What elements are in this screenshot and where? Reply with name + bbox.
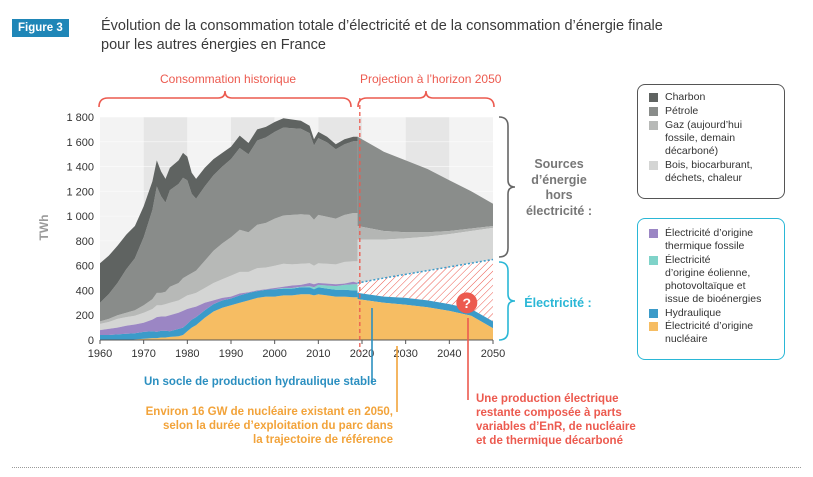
x-tick-label: 2030 [393,348,417,360]
axes: 0 200 400 600 800 1 000 1 200 1 400 1 600 1 800 19… [37,112,505,360]
brace-sources [498,116,516,258]
legend-label: Électricité d’origine nucléaire [665,320,754,345]
area-thermique [100,281,358,335]
proj-nucleaire [357,299,493,340]
legend-swatch [649,309,658,318]
y-tick-label: 200 [76,310,94,322]
brace-historical [98,90,352,108]
y-tick-label: 1 600 [66,137,94,149]
figure-badge: Figure 3 [12,19,69,37]
x-tick-label: 2010 [306,348,330,360]
x-tick-label: 2040 [437,348,461,360]
legend-swatch [649,322,658,331]
brace-electricite [498,261,516,341]
y-tick-label: 1 400 [66,162,94,174]
x-tick-label: 2050 [481,348,505,360]
area-gaz [100,213,358,324]
x-tick-label: 1970 [131,348,155,360]
legend-swatch [649,93,658,102]
legend-swatch [649,107,658,116]
proj-gaz [357,226,493,240]
area-series [100,118,493,340]
proj-hydraulique [357,292,493,329]
proj-fossil-upper [357,136,493,233]
area-bois, [100,261,358,331]
y-tick-label: 600 [76,261,94,273]
area-nucleaire [100,294,358,340]
y-tick-label: 400 [76,285,94,297]
area-hydraulique [100,287,358,340]
area-pétrole [100,127,358,322]
x-tick-label: 1960 [88,348,112,360]
side-label-sources: Sources d’énergie hors électricité : [525,157,592,218]
y-tick-label: 1 200 [66,186,94,198]
side-label-electricite: Électricité : [524,296,592,310]
y-tick-label: 1 000 [66,211,94,223]
title-line-1: Évolution de la consommation totale d’él… [101,18,663,34]
legend-label: Pétrole [665,105,699,117]
period-projection-label: Projection à l’horizon 2050 [360,72,502,86]
annotation-residual: Une production électrique restante compo… [476,393,636,447]
question-mark: ? [463,295,472,311]
legend-label: Électricité d’origine thermique fossile [665,227,754,252]
brace-projection [357,90,495,108]
chart-title: Évolution de la consommation totale d’él… [101,17,751,55]
overlay: ? [98,90,516,412]
legend-swatch [649,161,658,170]
title-line-2: pour les autres énergies en France [101,37,326,53]
y-axis-label: TWh [37,215,51,241]
bottom-divider [12,467,801,468]
annotation-hydro: Un socle de production hydraulique stabl… [144,376,377,388]
legend-swatch [649,121,658,130]
legend-label: Bois, biocarburant, déchets, chaleur [665,159,753,184]
legend-swatch [649,256,658,265]
legend-electricity: Électricité d’origine thermique fossile É… [637,218,785,360]
annotation-nuclear: Environ 16 GW de nucléaire existant en 2… [145,406,393,446]
legend-swatch [649,229,658,238]
y-tick-label: 800 [76,236,94,248]
legend-energy-sources: Charbon Pétrole Gaz (aujourd’hui fossile, … [637,84,785,199]
y-tick-label: 1 800 [66,112,94,124]
area-charbon [100,118,358,303]
question-circle [456,292,478,314]
x-tick-label: 1990 [219,348,243,360]
period-historical-label: Consommation historique [160,72,297,86]
x-tick-label: 2020 [350,348,374,360]
x-tick-label: 2000 [262,348,286,360]
legend-label: Charbon [665,91,706,103]
legend-label: Hydraulique [665,307,722,319]
legend-label: Gaz (aujourd’hui fossile, demain décarbo… [665,119,743,157]
proj-bois [357,227,493,283]
legend-label: Électricité d’origine éolienne, photovol… [665,254,762,305]
x-tick-label: 1980 [175,348,199,360]
y-tick-label: 0 [88,335,94,347]
